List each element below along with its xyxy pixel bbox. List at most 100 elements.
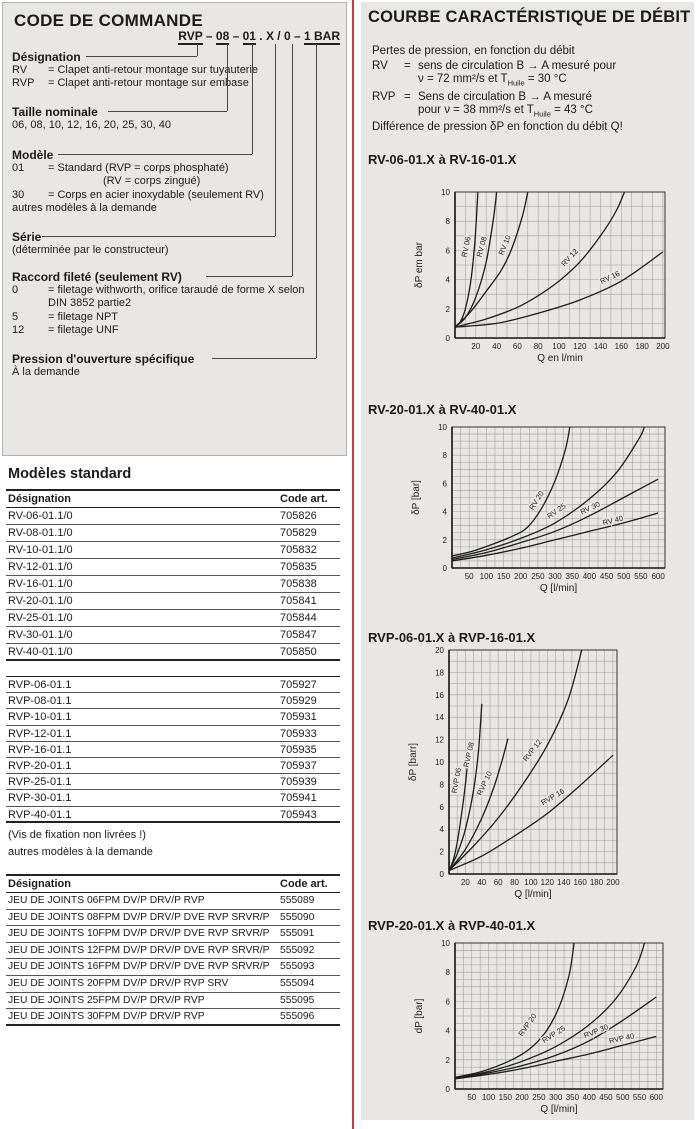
code-section: Série (déterminée par le constructeur)	[12, 230, 340, 257]
y-tick-label: 2	[443, 536, 448, 545]
x-tick-label: 160	[615, 342, 629, 351]
leader-line-horizontal	[206, 276, 292, 277]
code-meaning: = filetage withworth, orifice taraudé de…	[48, 284, 305, 296]
designation-cell: RV-25-01.1/0	[8, 612, 73, 624]
code-cell: 705841	[280, 595, 317, 607]
code-cell: 705835	[280, 561, 317, 573]
y-tick-label: 12	[435, 736, 444, 745]
x-tick-label: 80	[510, 878, 519, 887]
curve-RVP-12	[449, 649, 583, 872]
code-meaning: = filetage UNF	[48, 324, 119, 337]
x-tick-label: 400	[583, 572, 597, 581]
table-row: RVP-08-01.1 705929	[6, 693, 340, 710]
y-tick-label: 20	[435, 646, 444, 655]
order-code-string: RVP – 08 – 01 . X / 0 – 1 BAR	[148, 29, 340, 45]
x-tick-label: 180	[590, 878, 604, 887]
chart-block-title: RV-20-01.X à RV-40-01.X	[368, 402, 517, 417]
table-row: JEU DE JOINTS 25FPM DV/P DRV/P RVP 555095	[6, 993, 340, 1010]
curve-RV-40	[452, 512, 659, 562]
table-row: RVP-06-01.1 705927	[6, 677, 340, 694]
chart-block-title: RV-06-01.X à RV-16-01.X	[368, 152, 517, 167]
x-tick-label: 160	[573, 878, 587, 887]
designation-cell: JEU DE JOINTS 10FPM DV/P DRV/P DVE RVP S…	[8, 928, 270, 940]
table-row: JEU DE JOINTS 30FPM DV/P DRV/P RVP 555096	[6, 1009, 340, 1026]
code-cell: 555096	[280, 1011, 315, 1023]
note-other-models: autres modèles à la demande	[8, 846, 153, 858]
x-tick-label: 400	[583, 1093, 597, 1102]
curve-RVP-08	[449, 703, 483, 871]
x-tick-label: 20	[461, 878, 470, 887]
chart-svg: 0 2 4 6 8 10 12 14 16 18 20 20 40 60 80 100 120 140 160 180…	[408, 646, 620, 900]
x-axis-label: Q [l/min]	[540, 583, 577, 594]
code-value: 01	[12, 162, 25, 174]
outro-line: Différence de pression δP en fonction du…	[372, 121, 623, 133]
rv-def-line1: sens de circulation B → A mesuré pour	[418, 60, 617, 72]
x-tick-label: 550	[633, 1093, 647, 1102]
code-cell: 705939	[280, 776, 317, 789]
y-tick-label: 0	[443, 564, 448, 573]
curve-RV-10	[455, 191, 529, 328]
table-row: RVP-16-01.1 705935	[6, 742, 340, 758]
x-tick-label: 100	[552, 342, 566, 351]
y-tick-label: 14	[435, 713, 444, 722]
code-segment: 01	[242, 29, 256, 45]
table-row: RV-10-01.1/0 705832	[6, 542, 340, 559]
designation-cell: RV-40-01.1/0	[8, 646, 73, 658]
designation-cell: JEU DE JOINTS 30FPM DV/P DRV/P RVP	[8, 1011, 205, 1023]
table-row: RVP-20-01.1 705937	[6, 758, 340, 775]
table-row: RV-40-01.1/0 705850	[6, 644, 340, 661]
code-meaning: = Clapet anti-retour montage sur tuyaute…	[48, 64, 259, 76]
x-tick-label: 60	[494, 878, 503, 887]
note-screws: (Vis de fixation non livrées !)	[8, 829, 146, 841]
intro-line: Pertes de pression, en fonction du débit	[372, 45, 575, 57]
designation-cell: RVP-12-01.1	[8, 727, 72, 740]
code-meaning: DIN 3852 partie2	[48, 297, 132, 310]
x-tick-label: 20	[471, 342, 480, 351]
code-cell: 705943	[280, 808, 317, 821]
code-section: Taille nominale 06, 08, 10, 12, 16, 20, 2…	[12, 105, 340, 132]
designation-cell: RV-08-01.1/0	[8, 527, 73, 539]
section-label: Série	[12, 230, 42, 244]
x-tick-label: 150	[497, 572, 511, 581]
section-line: À la demande	[12, 366, 340, 379]
y-tick-label: 6	[446, 997, 451, 1006]
y-tick-label: 0	[446, 334, 451, 343]
rvp-eq: =	[404, 91, 411, 103]
designation-cell: RVP-20-01.1	[8, 759, 72, 772]
x-tick-label: 500	[617, 572, 631, 581]
code-meaning: = Clapet anti-retour montage sur embase	[48, 77, 249, 90]
leader-line-vertical	[316, 44, 317, 358]
code-section: Pression d'ouverture spécifique À la dema…	[12, 352, 340, 379]
code-cell: 555090	[280, 911, 315, 923]
chart-block: RVP-06-01.X à RVP-16-01.X 0 2 4 6 8 10 12 14 16 18…	[361, 626, 694, 908]
code-segment: 08	[215, 29, 230, 45]
y-tick-label: 4	[446, 1027, 451, 1036]
chart-svg: 0 2 4 6 8 10 50 100 150 200 250 300 350 400 450 500 550 6…	[411, 423, 666, 594]
y-tick-label: 4	[443, 508, 448, 517]
x-tick-label: 300	[548, 572, 562, 581]
curve-label: RVP 12	[521, 738, 544, 764]
table-row: RVP-12-01.1 705933	[6, 726, 340, 742]
designation-cell: RV-06-01.1/0	[8, 510, 73, 522]
curve-label: RVP 06	[450, 767, 463, 794]
y-axis-label: δP [barr]	[408, 743, 419, 781]
rvp-term: RVP	[372, 91, 396, 103]
section-line: (RV = corps zingué)	[12, 175, 340, 188]
leader-line-horizontal	[42, 236, 275, 237]
x-tick-label: 50	[467, 1093, 476, 1102]
chart-block-title: RVP-20-01.X à RVP-40-01.X	[368, 918, 536, 933]
table-header-row: Désignation Code art.	[6, 874, 340, 893]
table-row: RV-12-01.1/0 705835	[6, 559, 340, 576]
leader-line-horizontal	[58, 154, 252, 155]
x-tick-label: 200	[514, 572, 528, 581]
section-line: 30 = Corps en acier inoxydable (seulement…	[12, 189, 340, 202]
designation-cell: RVP-06-01.1	[8, 679, 72, 691]
code-header: Code art.	[280, 878, 328, 890]
x-tick-label: 450	[600, 572, 614, 581]
x-tick-label: 60	[513, 342, 522, 351]
designation-cell: JEU DE JOINTS 08FPM DV/P DRV/P DVE RVP S…	[8, 911, 270, 923]
x-tick-label: 120	[541, 878, 555, 887]
x-tick-label: 200	[606, 878, 620, 887]
code-cell: 705829	[280, 527, 317, 539]
